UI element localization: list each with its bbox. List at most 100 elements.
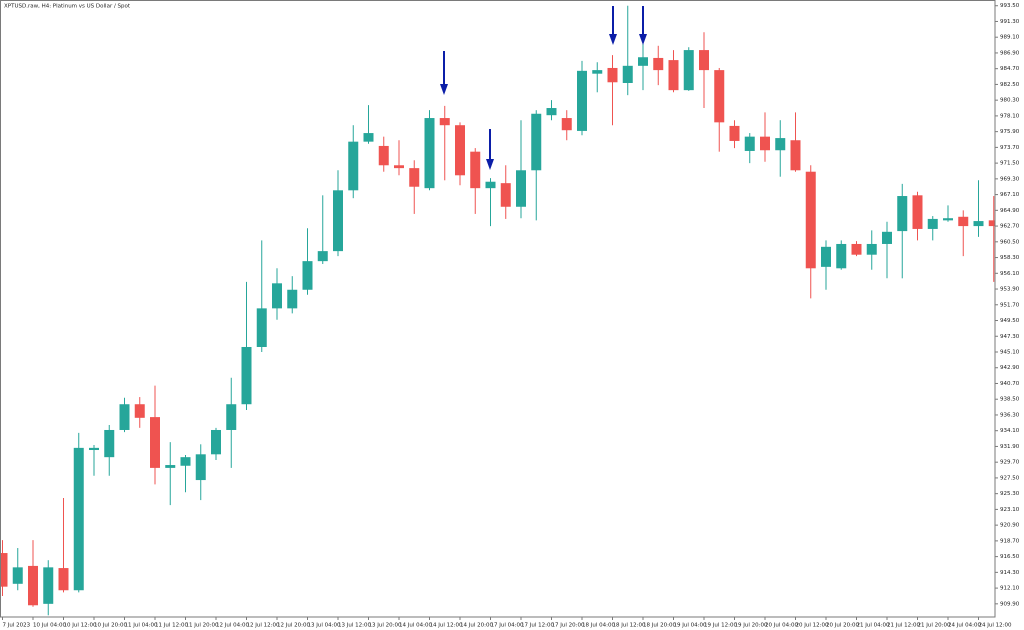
chart-title: XPTUSD.raw, H4: Platinum vs US Dollar / … <box>4 4 131 10</box>
y-tick-label: 964.90 <box>1000 208 1020 214</box>
candle-body <box>516 170 526 207</box>
candle-body <box>256 308 267 347</box>
x-tick-label: 20 Jul 04:00 <box>765 623 798 629</box>
y-tick-label: 956.10 <box>1000 271 1020 277</box>
candle-body <box>973 221 984 227</box>
candle-body <box>729 125 740 141</box>
y-tick-label: 909.90 <box>1000 601 1020 607</box>
y-tick-label: 936.30 <box>1000 412 1020 418</box>
y-tick-label: 918.70 <box>1000 538 1020 544</box>
y-tick-label: 980.30 <box>1000 98 1020 104</box>
x-tick-label: 18 Jul 04:00 <box>582 623 615 629</box>
x-tick-label: 17 Jul 12:00 <box>521 623 554 629</box>
y-tick-label: 929.70 <box>1000 460 1020 466</box>
arrow <box>639 6 647 45</box>
y-tick-label: 989.10 <box>1000 35 1020 41</box>
candle-body <box>317 251 328 262</box>
arrow <box>609 6 617 45</box>
y-tick-label: 986.90 <box>1000 50 1020 56</box>
x-tick-label: 17 Jul 20:00 <box>552 623 585 629</box>
x-tick-label: 19 Jul 04:00 <box>674 623 707 629</box>
x-tick-label: 12 Jul 12:00 <box>247 623 280 629</box>
candle-body <box>836 243 847 269</box>
candle-body <box>150 417 160 468</box>
candle-body <box>546 108 557 116</box>
x-tick-label: 14 Jul 20:00 <box>460 623 493 629</box>
candle-body <box>195 454 206 481</box>
candle-body <box>790 140 801 171</box>
y-tick-label: 984.70 <box>1000 66 1020 72</box>
x-tick-label: 13 Jul 12:00 <box>338 623 371 629</box>
candle-body <box>439 118 450 126</box>
candle-body <box>12 567 23 584</box>
candle-body <box>882 231 892 244</box>
candle-body <box>378 145 389 166</box>
y-tick-label: 975.90 <box>1000 129 1020 135</box>
x-tick-label: 13 Jul 04:00 <box>308 623 341 629</box>
candle-body <box>622 65 633 83</box>
y-tick-label: 960.50 <box>1000 239 1020 245</box>
candle-body <box>409 168 420 187</box>
y-tick-label: 962.70 <box>1000 224 1020 230</box>
candle-body <box>104 429 115 458</box>
y-tick-label: 991.30 <box>1000 19 1020 25</box>
candle-body <box>943 218 953 221</box>
y-tick-label: 947.30 <box>1000 334 1020 340</box>
x-tick-label: 11 Jul 04:00 <box>125 623 158 629</box>
candle-body <box>0 553 8 587</box>
candle-body <box>912 195 923 229</box>
candle-body <box>134 404 145 418</box>
candle-body <box>958 216 969 227</box>
candle-body <box>851 243 862 255</box>
candle-body <box>821 246 831 267</box>
candle-body <box>470 151 481 189</box>
x-tick-label: 10 Jul 20:00 <box>94 623 127 629</box>
candle-body <box>531 113 542 171</box>
y-tick-label: 967.10 <box>1000 192 1020 198</box>
x-tick-label: 12 Jul 04:00 <box>216 623 249 629</box>
x-tick-label: 14 Jul 12:00 <box>430 623 463 629</box>
x-tick-label: 18 Jul 20:00 <box>643 623 676 629</box>
plot-area <box>0 5 995 616</box>
candle-body <box>424 118 435 189</box>
y-tick-label: 916.50 <box>1000 554 1020 560</box>
y-tick-label: 978.10 <box>1000 113 1020 119</box>
y-tick-label: 912.10 <box>1000 586 1020 592</box>
x-tick-label: 24 Jul 12:00 <box>979 623 1012 629</box>
candle-body <box>43 567 54 604</box>
candle-body <box>241 346 252 405</box>
candle-body <box>89 447 99 451</box>
x-tick-label: 11 Jul 20:00 <box>186 623 219 629</box>
y-tick-label: 927.50 <box>1000 475 1020 481</box>
x-tick-label: 21 Jul 20:00 <box>918 623 951 629</box>
candle-body <box>394 165 404 169</box>
y-tick-label: 958.30 <box>1000 255 1020 261</box>
plot-border <box>0 0 996 618</box>
candle-body <box>668 60 679 91</box>
candle-body <box>500 183 511 207</box>
x-tick-label: 19 Jul 20:00 <box>735 623 768 629</box>
candle-body <box>455 125 465 176</box>
candle-body <box>28 565 38 606</box>
x-tick-label: 7 Jul 2023 <box>3 623 31 629</box>
x-tick-label: 24 Jul 04:00 <box>948 623 981 629</box>
candle-body <box>683 50 694 91</box>
y-tick-label: 934.10 <box>1000 428 1020 434</box>
x-tick-label: 14 Jul 04:00 <box>399 623 432 629</box>
candle-body <box>760 136 770 151</box>
x-tick-label: 20 Jul 20:00 <box>826 623 859 629</box>
candle-body <box>226 404 237 430</box>
x-tick-label: 18 Jul 12:00 <box>613 623 646 629</box>
candle-body <box>988 220 995 227</box>
candle-body <box>302 261 313 290</box>
y-tick-label: 969.30 <box>1000 176 1020 182</box>
y-tick-label: 945.10 <box>1000 350 1020 356</box>
x-tick-label: 20 Jul 12:00 <box>796 623 829 629</box>
y-tick-label: 920.90 <box>1000 523 1020 529</box>
y-tick-label: 940.70 <box>1000 381 1020 387</box>
x-tick-label: 12 Jul 20:00 <box>277 623 310 629</box>
x-tick-label: 13 Jul 20:00 <box>369 623 402 629</box>
candle-body <box>287 289 298 309</box>
y-tick-label: 973.70 <box>1000 145 1020 151</box>
x-tick-label: 11 Jul 12:00 <box>155 623 188 629</box>
